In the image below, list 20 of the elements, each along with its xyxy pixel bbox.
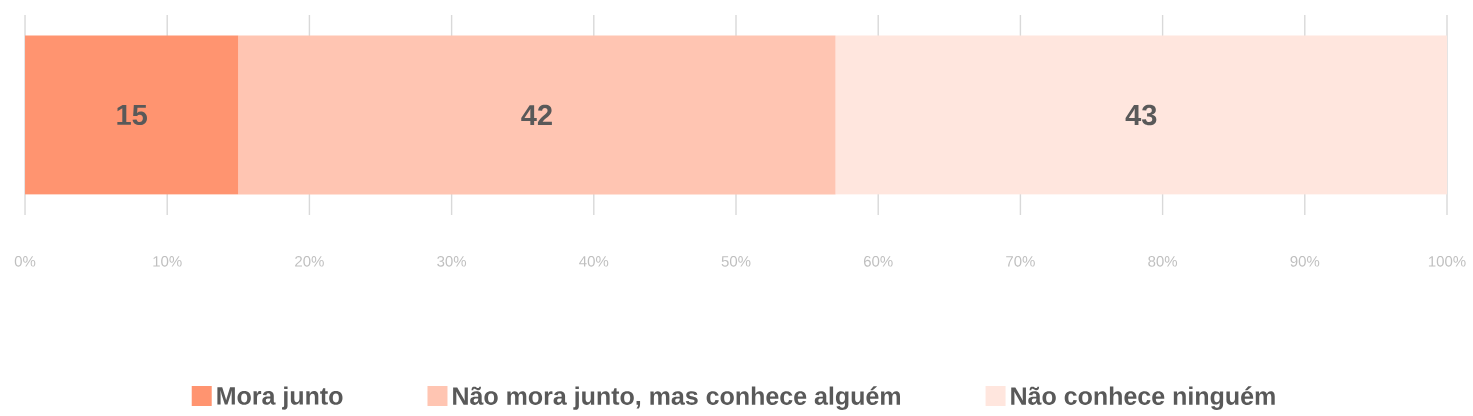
data-label: 42 — [521, 105, 552, 126]
x-tick-label: 30% — [437, 256, 467, 267]
x-tick-label: 60% — [863, 256, 893, 267]
bar — [25, 35, 239, 195]
x-tick-label: 40% — [579, 256, 609, 267]
x-tick-label: 90% — [1290, 256, 1320, 267]
x-tick-label: 100% — [1428, 256, 1466, 267]
x-tick-label: 50% — [721, 256, 751, 267]
x-tick-label: 0% — [14, 256, 36, 267]
x-tick-label: 10% — [153, 256, 182, 267]
legend-label: Não conhece ninguém — [1011, 386, 1275, 411]
bar — [835, 35, 1447, 195]
legend-label: Mora junto — [217, 386, 343, 410]
legend-label: Não mora junto, mas conhece alguém — [453, 386, 901, 411]
bar — [238, 35, 836, 195]
x-tick-label: 70% — [1006, 256, 1035, 267]
x-tick-label: 20% — [295, 256, 324, 267]
data-label: 15 — [117, 105, 147, 126]
data-label: 43 — [1125, 104, 1157, 126]
x-tick-label: 80% — [1148, 256, 1178, 267]
